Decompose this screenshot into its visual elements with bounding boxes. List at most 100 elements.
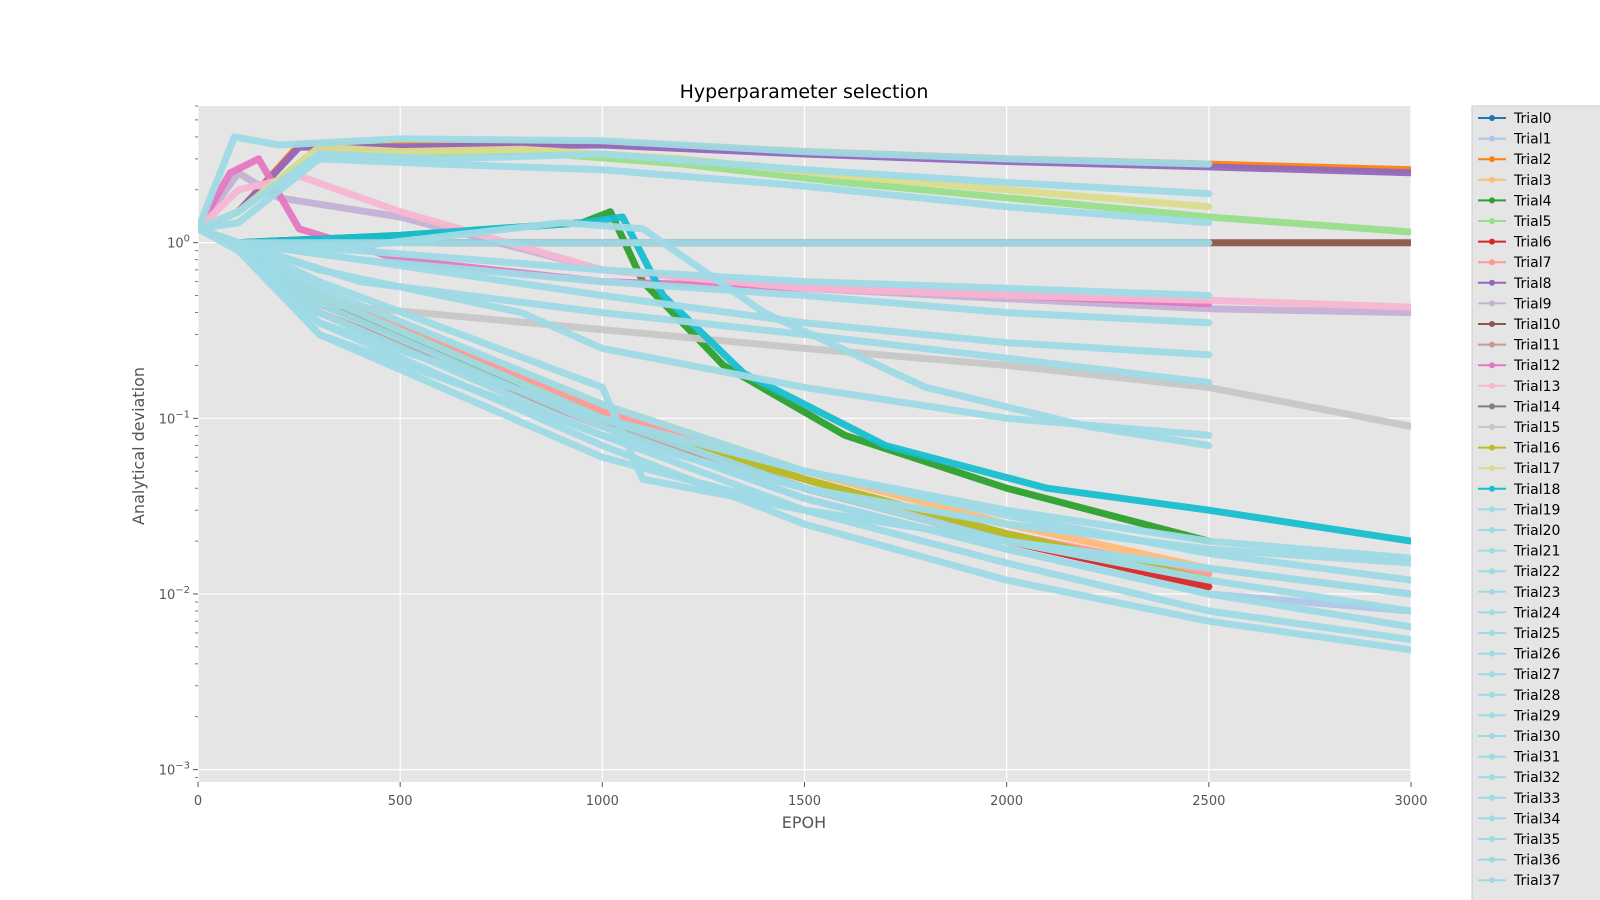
legend-label: Trial0 (1513, 111, 1552, 127)
legend-label: Trial30 (1513, 729, 1560, 745)
legend-marker (1489, 197, 1495, 204)
legend-label: Trial25 (1513, 626, 1560, 642)
legend-marker (1489, 259, 1495, 266)
legend-marker (1489, 815, 1495, 822)
x-tick-label: 3000 (1394, 794, 1427, 809)
series-line-trial18 (198, 213, 1411, 545)
chart-title: Hyperparameter selection (680, 81, 929, 103)
legend-marker (1489, 609, 1495, 616)
x-axis-label: EPOH (782, 813, 826, 832)
legend-label: Trial26 (1513, 647, 1561, 663)
legend-marker (1489, 135, 1495, 142)
legend-marker (1489, 300, 1495, 307)
legend-marker (1489, 176, 1495, 183)
legend-label: Trial28 (1513, 688, 1560, 704)
legend-label: Trial16 (1513, 441, 1561, 457)
legend-marker (1489, 218, 1495, 224)
legend-label: Trial34 (1513, 811, 1561, 827)
y-axis-label: Analytical deviation (129, 367, 148, 525)
x-tick-label: 2500 (1192, 794, 1225, 809)
legend-label: Trial4 (1513, 193, 1552, 209)
plot-area: 0 500 1000 1500 2000 2500 3000 10−3 10−2 10−1 100 (159, 105, 1428, 809)
legend-label: Trial1 (1513, 132, 1552, 148)
series-line-trial21 (198, 155, 1213, 233)
legend-label: Trial33 (1513, 791, 1560, 807)
legend-marker (1489, 465, 1495, 472)
legend-marker (1489, 794, 1495, 801)
legend-marker (1489, 691, 1495, 698)
legend-marker (1489, 238, 1495, 245)
series-line-trial37 (198, 225, 1411, 562)
legend-label: Trial6 (1513, 235, 1552, 251)
y-tick-label: 10−1 (159, 409, 190, 427)
y-tick-label: 10−2 (159, 585, 190, 603)
x-tick-label: 0 (194, 794, 202, 809)
legend-marker (1489, 712, 1495, 719)
legend-label: Trial13 (1513, 379, 1560, 395)
legend-marker (1489, 485, 1495, 492)
legend-box (1471, 105, 1600, 900)
legend-marker (1489, 733, 1495, 739)
series-line-trial19 (198, 133, 1213, 233)
legend-marker (1489, 341, 1495, 348)
series-group (198, 133, 1411, 654)
legend-label: Trial14 (1513, 399, 1561, 415)
legend-label: Trial9 (1513, 296, 1552, 312)
legend-label: Trial21 (1513, 544, 1560, 560)
legend-label: Trial35 (1513, 832, 1560, 848)
legend-marker (1489, 588, 1495, 595)
series-line-trial20 (198, 150, 1213, 233)
legend-label: Trial37 (1513, 873, 1560, 889)
legend-label: Trial5 (1513, 214, 1552, 230)
legend-marker (1489, 362, 1495, 369)
legend-marker (1489, 856, 1495, 863)
legend-marker (1489, 444, 1495, 451)
legend-label: Trial15 (1513, 420, 1560, 436)
legend-label: Trial27 (1513, 667, 1560, 683)
legend-label: Trial31 (1513, 750, 1560, 766)
y-tick-label: 100 (167, 234, 190, 252)
legend-marker (1489, 382, 1495, 389)
x-tick-label: 2000 (990, 794, 1023, 809)
legend-label: Trial3 (1513, 173, 1552, 189)
series-line-trial34 (198, 225, 1411, 598)
legend-label: Trial22 (1513, 564, 1560, 580)
legend-label: Trial11 (1513, 338, 1560, 354)
x-tick-label: 1500 (788, 794, 821, 809)
legend-label: Trial17 (1513, 461, 1560, 477)
legend-marker (1489, 650, 1495, 657)
legend: Trial0 Trial1 Trial2 Trial3 Trial4 Trial5 Tria… (1471, 105, 1600, 900)
legend-label: Trial23 (1513, 585, 1560, 601)
legend-label: Trial18 (1513, 482, 1560, 498)
legend-label: Trial32 (1513, 770, 1560, 786)
legend-label: Trial7 (1513, 255, 1552, 271)
legend-marker (1489, 877, 1495, 884)
legend-marker (1489, 836, 1495, 842)
legend-marker (1489, 424, 1495, 430)
legend-marker (1489, 403, 1495, 410)
x-tick-label: 1000 (586, 794, 619, 809)
x-tick-label: 500 (388, 794, 413, 809)
legend-marker (1489, 630, 1495, 636)
legend-label: Trial8 (1513, 276, 1552, 292)
legend-marker (1489, 156, 1495, 163)
legend-marker (1489, 506, 1495, 513)
legend-label: Trial12 (1513, 358, 1560, 374)
legend-label: Trial2 (1513, 152, 1552, 168)
legend-marker (1489, 671, 1495, 678)
legend-marker (1489, 279, 1495, 286)
legend-marker (1489, 547, 1495, 554)
legend-marker (1489, 568, 1495, 575)
legend-label: Trial20 (1513, 523, 1560, 539)
legend-label: Trial36 (1513, 853, 1561, 869)
legend-label: Trial10 (1513, 317, 1560, 333)
legend-marker (1489, 115, 1495, 121)
legend-marker (1489, 774, 1495, 781)
legend-label: Trial29 (1513, 708, 1560, 724)
legend-marker (1489, 753, 1495, 760)
legend-label: Trial19 (1513, 502, 1560, 518)
y-tick-label: 10−3 (159, 761, 190, 779)
legend-label: Trial24 (1513, 605, 1561, 621)
legend-marker (1489, 321, 1495, 327)
